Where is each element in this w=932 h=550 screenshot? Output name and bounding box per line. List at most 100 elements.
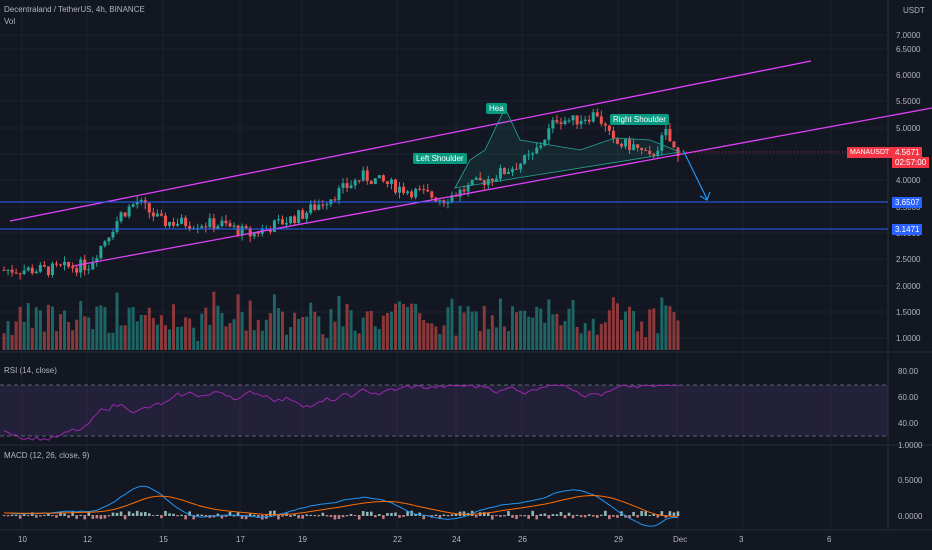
macd-hist-bar bbox=[152, 515, 155, 517]
macd-hist-bar bbox=[579, 515, 583, 518]
volume-bar bbox=[216, 305, 220, 350]
macd-hist-bar bbox=[511, 515, 514, 518]
volume-bar bbox=[414, 303, 418, 350]
candle-body bbox=[591, 112, 595, 122]
macd-hist-bar bbox=[26, 515, 30, 517]
macd-hist-bar bbox=[636, 515, 639, 518]
volume-bar bbox=[406, 307, 410, 350]
volume-bar bbox=[184, 317, 188, 350]
volume-bar bbox=[498, 298, 502, 350]
price-axis-label: 7.0000 bbox=[896, 31, 921, 40]
macd-hist-bar bbox=[535, 515, 539, 520]
candle-body bbox=[163, 215, 167, 226]
candle-body bbox=[309, 204, 313, 213]
candle-body bbox=[42, 264, 46, 267]
macd-hist-bar bbox=[277, 515, 280, 520]
volume-bar bbox=[603, 322, 607, 350]
macd-hist-bar bbox=[168, 513, 171, 516]
macd-hist-bar bbox=[35, 515, 38, 518]
volume-bar bbox=[398, 301, 402, 350]
candle-body bbox=[50, 263, 54, 275]
candle-body bbox=[511, 168, 515, 173]
volume-bar bbox=[232, 319, 236, 350]
candle-body bbox=[180, 217, 184, 224]
macd-hist-bar bbox=[200, 514, 204, 516]
macd-hist-bar bbox=[406, 511, 409, 516]
macd-hist-bar bbox=[414, 514, 417, 516]
macd-hist-bar bbox=[313, 515, 317, 517]
volume-bar bbox=[167, 329, 171, 350]
macd-hist-bar bbox=[349, 514, 353, 516]
volume-bar bbox=[640, 321, 644, 350]
candle-body bbox=[515, 168, 519, 170]
candle-body bbox=[212, 218, 216, 229]
candle-body bbox=[244, 226, 248, 229]
macd-hist-bar bbox=[317, 515, 321, 517]
volume-bar bbox=[615, 303, 619, 350]
volume-bar bbox=[636, 331, 640, 350]
candle-body bbox=[377, 175, 381, 179]
price-axis-label: 6.5000 bbox=[896, 45, 921, 54]
price-axis-label: 1.0000 bbox=[896, 334, 921, 343]
candle-body bbox=[184, 217, 188, 227]
candle-body bbox=[337, 187, 341, 201]
macd-hist-bar bbox=[22, 514, 26, 516]
candle-body bbox=[18, 273, 22, 275]
candle-body bbox=[75, 268, 79, 273]
macd-hist-bar bbox=[668, 511, 672, 516]
volume-bar bbox=[75, 319, 79, 350]
candle-body bbox=[506, 172, 510, 174]
candle-body bbox=[224, 220, 228, 224]
candle-body bbox=[414, 188, 418, 198]
volume-bar bbox=[14, 321, 18, 350]
macd-hist-bar bbox=[2, 515, 6, 517]
candle-body bbox=[353, 180, 357, 186]
macd-hist-bar bbox=[236, 512, 240, 516]
candle-body bbox=[216, 226, 220, 229]
macd-hist-bar bbox=[196, 514, 200, 516]
macd-hist-bar bbox=[616, 515, 619, 518]
rsi-axis-40: 40.00 bbox=[898, 419, 919, 428]
candle-body bbox=[79, 259, 83, 273]
volume-bar bbox=[248, 300, 252, 350]
macd-hist-bar bbox=[438, 515, 442, 520]
volume-bar bbox=[50, 306, 54, 350]
volume-bar bbox=[260, 330, 264, 350]
volume-bar bbox=[42, 331, 46, 350]
candle-body bbox=[361, 170, 365, 181]
macd-hist-bar bbox=[63, 513, 66, 516]
volume-bar bbox=[46, 304, 50, 350]
macd-hist-bar bbox=[220, 515, 224, 519]
currency-label: USDT bbox=[903, 6, 925, 15]
macd-hist-bar bbox=[345, 515, 349, 517]
candle-body bbox=[539, 145, 543, 148]
macd-hist-bar bbox=[148, 513, 151, 516]
rsi-band bbox=[0, 385, 888, 436]
macd-hist-bar bbox=[14, 514, 18, 516]
candle-body bbox=[151, 212, 155, 217]
time-axis-label: 19 bbox=[298, 535, 307, 544]
volume-bar bbox=[79, 300, 83, 350]
macd-hist-bar bbox=[131, 513, 135, 516]
volume-bar bbox=[147, 307, 151, 350]
volume-bar bbox=[123, 325, 127, 350]
volume-bar bbox=[628, 306, 632, 350]
macd-hist-bar bbox=[75, 515, 78, 519]
candle-body bbox=[236, 225, 240, 236]
macd-hist-bar bbox=[491, 515, 494, 520]
macd-hist-bar bbox=[216, 513, 220, 516]
volume-bar bbox=[107, 332, 111, 350]
candle-body bbox=[188, 226, 192, 229]
volume-bar bbox=[268, 313, 272, 350]
macd-hist-bar bbox=[293, 514, 296, 516]
candle-body bbox=[575, 115, 579, 125]
candle-body bbox=[373, 178, 377, 185]
volume-bar bbox=[38, 310, 42, 350]
macd-hist-bar bbox=[51, 515, 54, 517]
candle-body bbox=[30, 267, 34, 274]
volume-bar bbox=[535, 306, 539, 350]
candle-body bbox=[450, 195, 454, 203]
time-axis-label: 15 bbox=[159, 535, 168, 544]
macd-hist-bar bbox=[30, 512, 34, 516]
